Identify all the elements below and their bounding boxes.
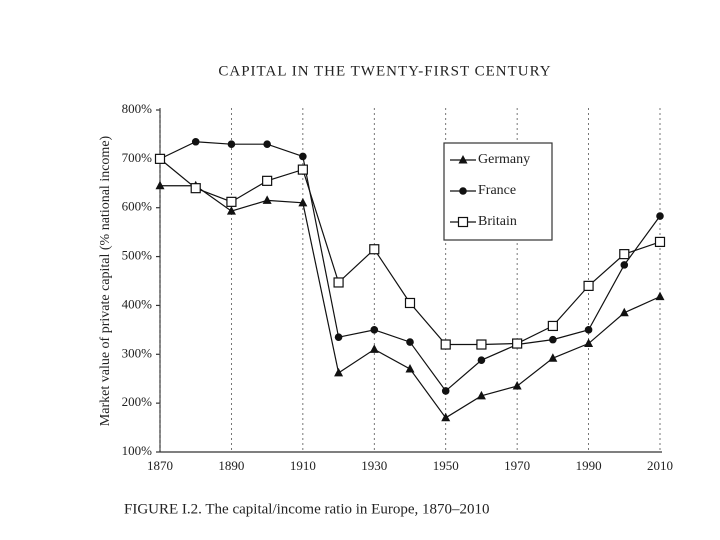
marker [477,356,486,364]
marker [262,195,272,204]
y-tick-label: 200% [122,394,153,409]
y-tick-label: 500% [122,248,153,263]
y-axis-label: Market value of private capital (% natio… [98,135,113,426]
marker [654,236,666,248]
marker [406,338,414,346]
marker [262,175,273,186]
marker [263,140,271,148]
marker [547,320,558,332]
marker [458,155,468,164]
marker [656,212,664,220]
marker [369,244,380,255]
marker [457,216,469,228]
marker [226,206,236,215]
marker [619,307,629,317]
marker [334,367,344,377]
x-tick-label: 1890 [218,458,244,473]
legend-label: France [478,183,516,198]
x-tick-label: 1930 [361,458,387,473]
y-tick-label: 300% [122,345,153,360]
marker [512,381,522,390]
marker [370,326,379,334]
marker [333,277,344,288]
marker [655,291,665,301]
marker [584,338,594,348]
marker [583,280,594,291]
marker [441,387,450,395]
marker [584,326,593,334]
y-tick-label: 800% [122,101,153,116]
y-tick-label: 400% [122,296,153,311]
x-tick-label: 2010 [647,458,673,473]
marker [155,180,165,190]
series-line [159,141,661,392]
marker [476,339,487,350]
chart-header: CAPITAL IN THE TWENTY-FIRST CENTURY [218,63,551,79]
y-tick-label: 100% [122,443,153,458]
y-tick-label: 600% [122,199,153,214]
marker [369,344,379,353]
legend-label: Britain [478,214,517,229]
marker [154,153,166,164]
marker [404,297,416,309]
marker [441,412,451,422]
marker [619,249,630,260]
marker [190,183,201,194]
marker [476,390,486,400]
marker [191,137,200,146]
marker [620,261,629,269]
y-tick-label: 700% [122,150,153,165]
marker [299,152,307,161]
marker [334,333,343,341]
series-line [159,158,661,346]
x-tick-label: 1870 [147,458,173,473]
chart-caption: FIGURE I.2. The capital/income ratio in … [124,501,489,517]
marker [512,338,523,349]
marker [227,140,236,148]
marker [405,363,415,373]
marker [459,187,467,195]
x-tick-label: 1950 [433,458,459,473]
marker [297,164,308,175]
marker [298,197,308,207]
x-tick-label: 1990 [576,458,602,473]
x-tick-label: 1910 [290,458,316,473]
marker [226,196,237,207]
x-tick-label: 1970 [504,458,530,473]
marker [440,339,451,350]
marker [548,353,558,362]
legend-label: Germany [478,152,530,167]
marker [549,335,557,344]
